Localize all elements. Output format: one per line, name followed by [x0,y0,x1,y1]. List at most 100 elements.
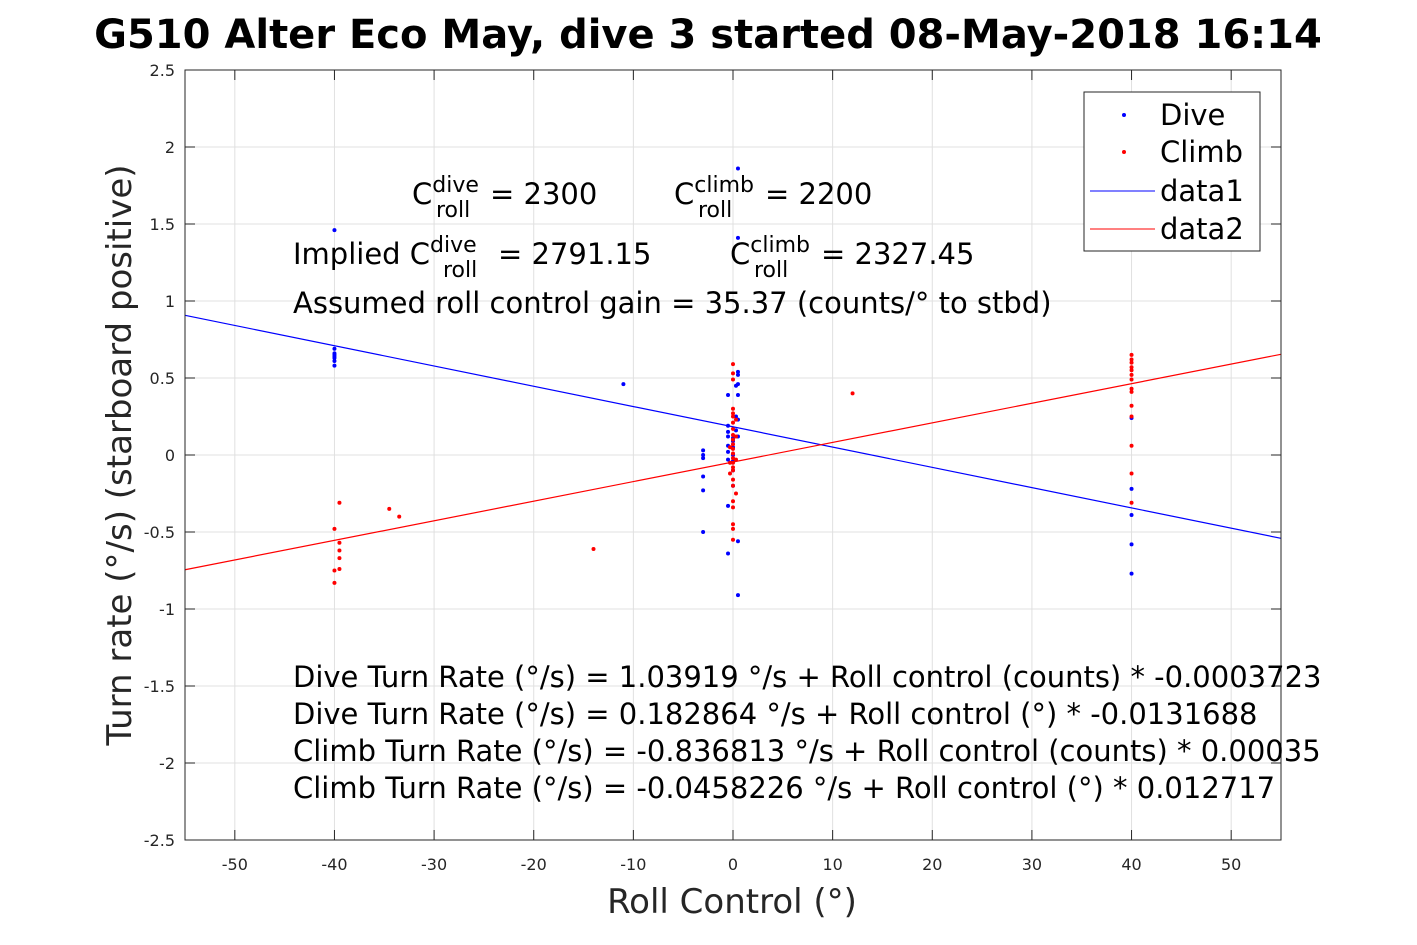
legend-marker-climb [1122,150,1126,154]
dive-point [621,382,626,387]
svg-text:Cclimb: Cclimb [730,233,810,271]
climb-point [397,514,402,519]
annotation-c-roll: Cdive roll = 2300 Cclimb roll = 2200 [412,173,872,223]
climb-point [731,437,735,442]
fit-line-dive-degrees: Dive Turn Rate (°/s) = 0.182864 °/s + Ro… [293,697,1258,731]
x-tick-label: -30 [421,855,447,874]
climb-point [1129,372,1134,377]
dive-point [735,382,740,387]
climb-point [731,377,735,382]
y-tick-label: 0.5 [150,369,175,388]
x-axis-label: Roll Control (°) [607,882,857,922]
climb-point [387,506,392,511]
climb-point [337,566,342,571]
dive-point [701,488,706,493]
dive-point [735,372,740,377]
annotation-gain: Assumed roll control gain = 35.37 (count… [293,286,1052,320]
annotation-implied: Implied Cdive roll = 2791.15 Cclimb roll… [293,233,974,283]
annotation-fit-lines: Dive Turn Rate (°/s) = 1.03919 °/s + Rol… [293,660,1321,805]
climb-point [1129,471,1134,476]
implied-climb-label: C [730,237,750,271]
c-climb-value: = 2200 [765,177,872,211]
dive-point [726,429,731,434]
dive-point [726,551,731,556]
legend: Dive Climb data1 data2 [1083,91,1261,252]
x-tick-label: -20 [521,855,547,874]
implied-dive-sup: dive [430,233,477,258]
dive-point [701,474,706,479]
series-climb [332,352,1134,585]
dive-point [701,448,706,453]
x-tick-label: 20 [922,855,942,874]
climb-point [731,456,735,461]
climb-point [1129,377,1134,382]
plot-series [184,166,1282,598]
x-tick-label: 50 [1221,855,1241,874]
implied-dive-value: = 2791.15 [498,237,651,271]
climb-point [733,434,738,439]
series-data2 [184,353,1282,571]
climb-point [731,446,735,451]
climb-point [1129,403,1134,408]
dive-point [726,449,731,454]
chart-title: G510 Alter Eco May, dive 3 started 08-Ma… [94,12,1322,58]
y-tick-label: 2 [165,138,175,157]
y-tick-label: -1.5 [144,677,175,696]
x-tick-label: -40 [321,855,347,874]
dive-point [1129,571,1134,576]
climb-point [1129,368,1134,373]
fit-line-dive-counts: Dive Turn Rate (°/s) = 1.03919 °/s + Rol… [293,660,1321,694]
x-tick-label: 0 [728,855,738,874]
climb-point [733,491,738,496]
y-tick-label: -0.5 [144,523,175,542]
legend-box [1083,91,1261,252]
climb-point [731,362,735,367]
climb-point [731,451,735,456]
climb-point [591,546,596,551]
climb-point [731,468,735,473]
y-tick-label: 0 [165,446,175,465]
climb-point [1129,414,1134,419]
climb-point [731,505,735,510]
legend-label-data1: data1 [1160,174,1244,208]
y-tick-label: -2.5 [144,831,175,850]
dive-point [1129,486,1134,491]
climb-point [337,548,342,553]
dive-point [701,456,706,461]
svg-text:Implied Cdive: Implied Cdive [293,233,477,271]
dive-point [726,503,731,508]
climb-point [337,556,342,561]
climb-point [332,580,337,585]
dive-point [701,453,706,457]
x-tick-label: -50 [222,855,248,874]
y-tick-label: -2 [159,754,175,773]
y-tick-label: 1 [165,292,175,311]
legend-label-climb: Climb [1160,135,1243,169]
y-tick-label: 2.5 [150,61,175,80]
climb-point [1129,389,1134,394]
c-dive-sub: roll [436,198,470,223]
svg-text:Cclimb: Cclimb [674,173,754,211]
climb-point [1129,365,1134,370]
implied-climb-sub: roll [754,258,788,283]
dive-point [332,359,337,364]
climb-point [332,568,337,573]
climb-point [731,406,735,411]
climb-point [332,526,337,531]
dive-point [733,428,738,433]
climb-point [1129,500,1134,505]
series-data1 [184,314,1282,539]
fit-line-data1 [184,314,1282,539]
fit-line-climb-counts: Climb Turn Rate (°/s) = -0.836813 °/s + … [293,734,1321,768]
implied-prefix: Implied C [293,237,430,271]
c-dive-value: = 2300 [490,177,597,211]
legend-marker-dive [1122,113,1126,117]
x-tick-label: -10 [620,855,646,874]
climb-point [731,426,735,431]
dive-point [735,166,740,171]
dive-point [332,363,337,368]
dive-point [735,369,740,374]
climb-point [337,500,342,505]
c-climb-label: C [674,177,694,211]
